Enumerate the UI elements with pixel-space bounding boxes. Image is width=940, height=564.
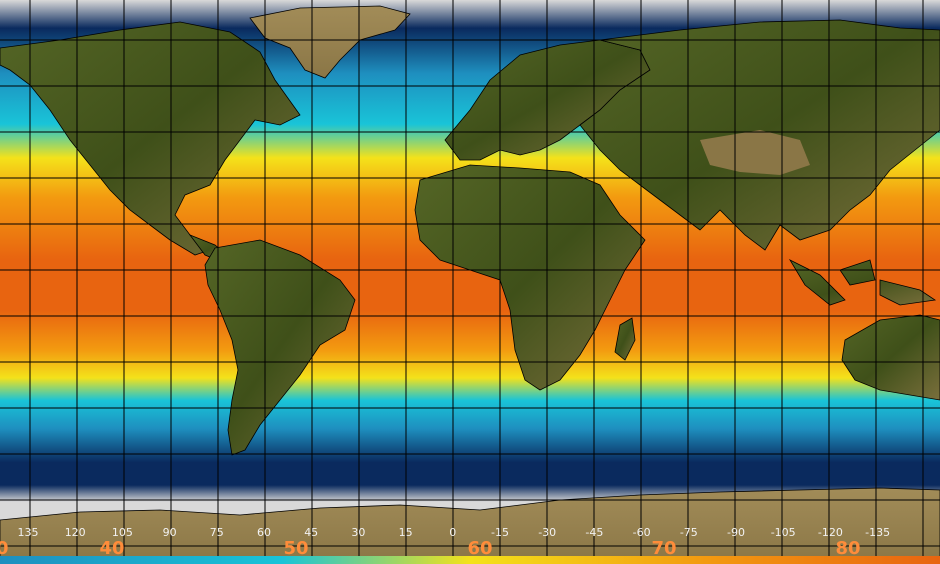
longitude-label: -60 xyxy=(633,526,651,539)
longitude-label: -45 xyxy=(585,526,603,539)
longitude-label: -75 xyxy=(680,526,698,539)
temperature-labels: 40 50 60 70 80 xyxy=(99,538,860,559)
temperature-label: 70 xyxy=(651,538,676,559)
longitude-label: 60 xyxy=(257,526,271,539)
longitude-label: 90 xyxy=(163,526,177,539)
greenland xyxy=(249,5,411,79)
longitude-label: -105 xyxy=(771,526,796,539)
color-scale-strip xyxy=(0,556,940,564)
longitude-label: -15 xyxy=(491,526,509,539)
longitude-label: 0 xyxy=(449,526,456,539)
temperature-label: 60 xyxy=(467,538,492,559)
longitude-label: 15 xyxy=(399,526,413,539)
longitude-label: -90 xyxy=(727,526,745,539)
longitude-label: 75 xyxy=(210,526,224,539)
longitude-label: -30 xyxy=(538,526,556,539)
australia xyxy=(841,314,940,401)
north-america xyxy=(0,21,301,256)
longitude-label: 30 xyxy=(351,526,365,539)
land-layer xyxy=(0,5,940,564)
indonesia-islands xyxy=(788,259,937,306)
longitude-labels: 135 120 105 90 75 60 45 30 15 0 -15 -30 -45 -60 -75 -90… xyxy=(18,526,891,539)
longitude-label: -120 xyxy=(818,526,843,539)
edge-label: 0 xyxy=(0,538,9,559)
longitude-label: -135 xyxy=(865,526,890,539)
longitude-label: 120 xyxy=(65,526,86,539)
antarctica xyxy=(0,487,940,564)
temperature-label: 40 xyxy=(99,538,124,559)
longitude-label: 45 xyxy=(304,526,318,539)
south-america xyxy=(204,239,356,456)
temperature-label: 80 xyxy=(835,538,860,559)
temperature-label: 50 xyxy=(283,538,308,559)
longitude-label: 105 xyxy=(112,526,133,539)
madagascar xyxy=(614,317,636,361)
longitude-label: 135 xyxy=(18,526,39,539)
